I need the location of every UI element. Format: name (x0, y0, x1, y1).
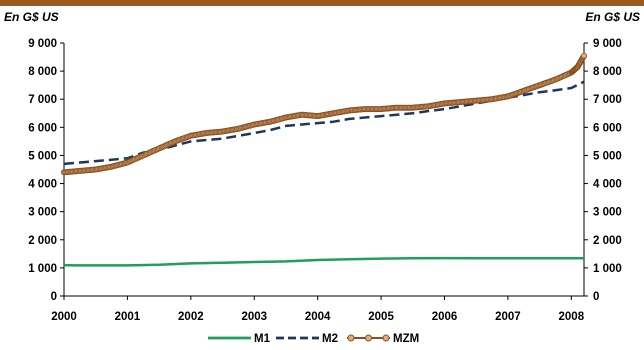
y-tick-left-label: 9 000 (28, 38, 57, 50)
series-layer (61, 52, 588, 267)
legend-mzm-marker (347, 334, 355, 342)
legend-mzm-marker (382, 334, 390, 342)
x-tick-label: 2001 (115, 311, 141, 323)
x-tick-label: 2000 (51, 311, 77, 323)
y-tick-right-label: 7 000 (593, 94, 622, 106)
legend: M1 M2 MZM (208, 333, 419, 345)
y-tick-right-label: 9 000 (593, 38, 622, 50)
y-tick-left-label: 3 000 (28, 207, 57, 219)
top-bar (0, 0, 644, 6)
y-tick-right-label: 1 000 (593, 263, 622, 275)
x-tick-label: 2004 (305, 311, 331, 323)
y-tick-right-label: 2 000 (593, 235, 622, 247)
y-tick-right-label: 0 (593, 291, 599, 303)
x-tick-label: 2002 (178, 311, 204, 323)
x-tick-label: 2005 (368, 311, 394, 323)
y-tick-right-label: 4 000 (593, 179, 622, 191)
legend-mzm-marker (365, 334, 372, 342)
y-tick-right-label: 3 000 (593, 207, 622, 219)
y-unit-left: En G$ US (4, 10, 59, 24)
y-tick-left-label: 2 000 (28, 235, 57, 247)
series-m1-line (63, 256, 584, 267)
series-mzm-point (581, 52, 588, 59)
x-tick-label: 2008 (559, 311, 585, 323)
legend-m2-label: M2 (322, 333, 338, 345)
y-tick-left-label: 5 000 (28, 150, 57, 162)
y-axis-left: 0 1 000 2 000 3 000 4 000 5 000 6 000 7 000 8 00… (28, 38, 64, 303)
legend-mzm-label: MZM (393, 333, 419, 345)
y-tick-left-label: 1 000 (28, 263, 57, 275)
y-tick-left-label: 8 000 (28, 66, 57, 78)
y-axis-right: 0 1 000 2 000 3 000 4 000 5 000 6 000 7 000 8 00… (584, 38, 622, 303)
y-tick-left-label: 7 000 (28, 94, 57, 106)
x-axis: 2000 2001 2002 2003 2004 2005 2006 2007 2008 (51, 296, 585, 323)
y-tick-left-label: 0 (51, 291, 57, 303)
legend-m1-label: M1 (254, 333, 271, 345)
y-tick-left-label: 6 000 (28, 122, 57, 134)
x-tick-label: 2003 (241, 311, 267, 323)
y-tick-right-label: 6 000 (593, 122, 622, 134)
y-tick-right-label: 8 000 (593, 66, 622, 78)
y-unit-right: En G$ US (585, 10, 640, 24)
y-tick-left-label: 4 000 (28, 179, 57, 191)
x-tick-label: 2007 (495, 311, 521, 323)
y-tick-right-label: 5 000 (593, 150, 622, 162)
x-tick-label: 2006 (432, 311, 458, 323)
